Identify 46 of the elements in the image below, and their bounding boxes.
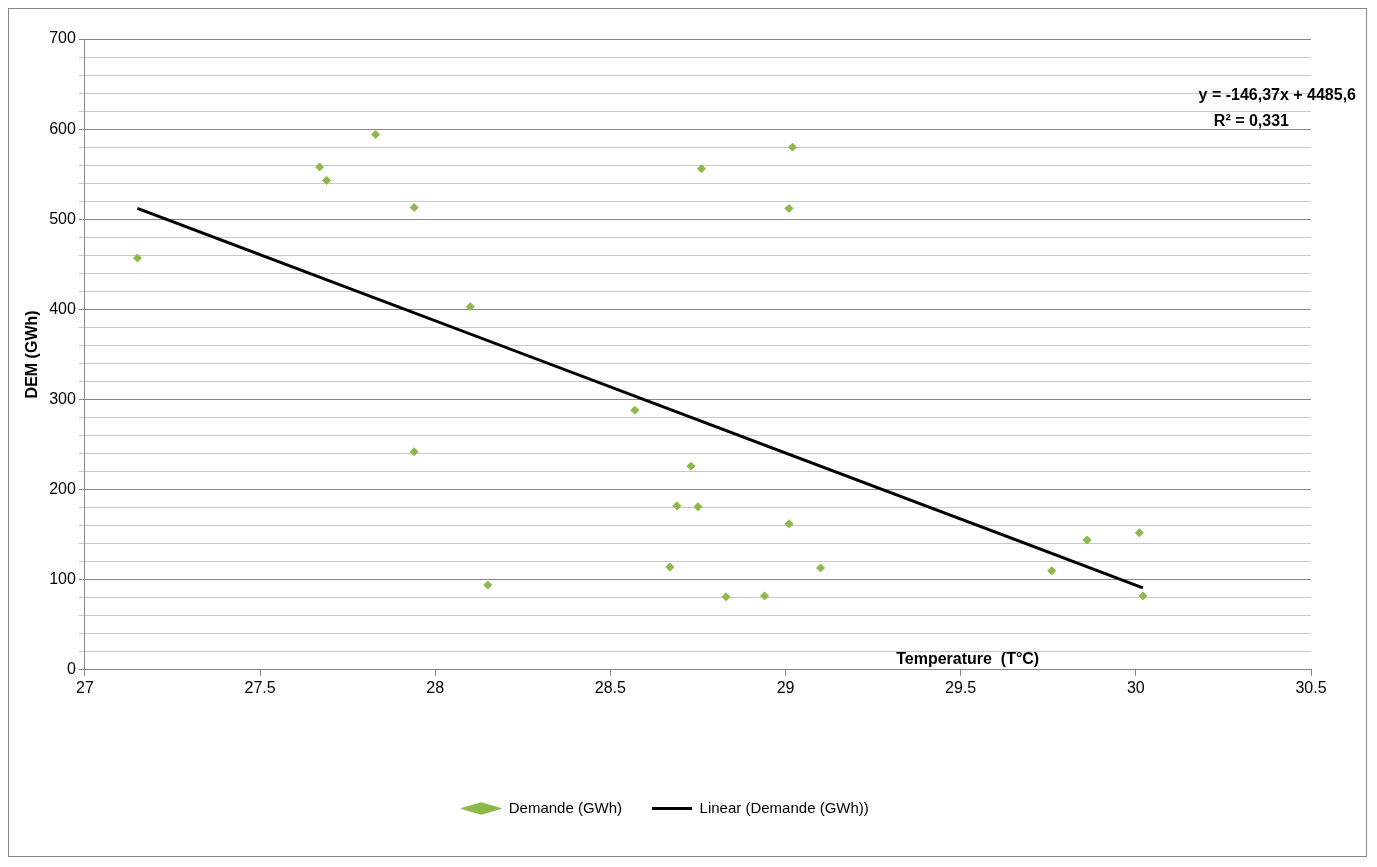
point [696, 164, 706, 174]
x-tick-label: 28 [426, 678, 445, 696]
point [672, 501, 682, 511]
y-tick-label: 400 [49, 299, 76, 317]
y-tick-label: 500 [49, 209, 76, 227]
y-tick-label: 700 [49, 29, 76, 47]
point [693, 502, 703, 512]
point [465, 302, 475, 312]
y-tick-label: 600 [49, 119, 76, 137]
annotation: R² = 0,331 [1213, 112, 1290, 130]
y-tick-label: 300 [49, 389, 76, 407]
point [784, 519, 794, 529]
point [315, 162, 325, 172]
point [409, 447, 419, 457]
point [483, 580, 493, 590]
point [665, 562, 675, 572]
x-tick-label: 30 [1126, 678, 1145, 696]
point [322, 175, 332, 185]
x-tick-label: 28.5 [594, 678, 627, 696]
point [721, 592, 731, 602]
y-tick-label: 0 [66, 660, 76, 678]
y-tick-label: 200 [49, 479, 76, 497]
point [686, 461, 696, 471]
point [788, 142, 798, 152]
x-tick-label: 29.5 [945, 678, 977, 696]
point [816, 563, 826, 573]
x-tick-label: 27.5 [244, 678, 276, 696]
point [1134, 528, 1144, 538]
y-axis-title: DEM (GWh) [23, 310, 41, 399]
y-tick-label: 100 [49, 570, 76, 588]
point [132, 253, 142, 263]
x-tick-label: 30.5 [1295, 678, 1327, 696]
x-axis-title: Temperature (T°C) [896, 650, 1040, 668]
point [784, 203, 794, 213]
point [1082, 535, 1092, 545]
point [630, 405, 640, 415]
x-tick-label: 27 [76, 678, 94, 696]
point [371, 130, 381, 140]
point [1138, 591, 1148, 601]
x-tick-label: 29 [776, 678, 795, 696]
point [760, 591, 770, 601]
legend-label: Linear (Demande (GWh)) [699, 798, 869, 816]
legend-label: Demande (GWh) [508, 798, 623, 816]
point [409, 203, 419, 213]
annotation: y = -146,37x + 4485,6 [1198, 86, 1357, 104]
point [1047, 566, 1057, 576]
